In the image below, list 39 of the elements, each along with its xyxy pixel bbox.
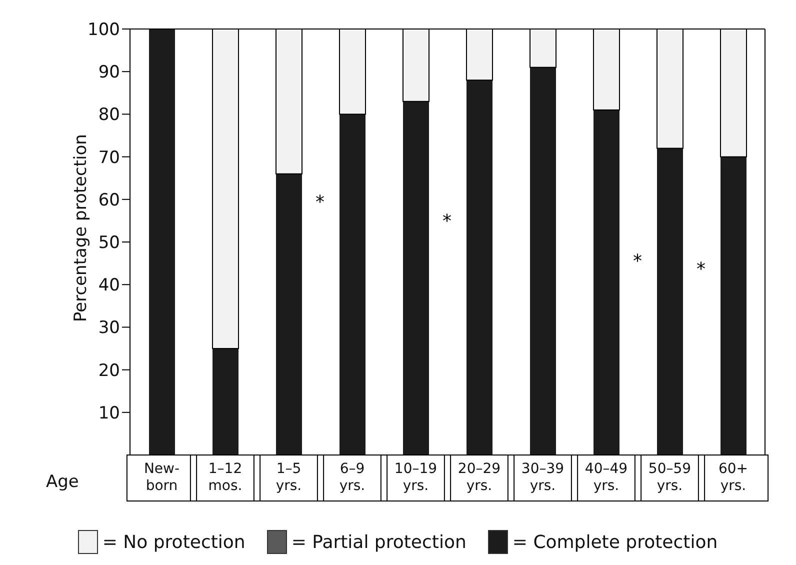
legend-label: = Complete protection xyxy=(511,530,718,554)
y-axis-title: Percentage protection xyxy=(71,134,92,322)
bar xyxy=(403,101,429,455)
bar xyxy=(149,29,175,455)
y-tick-label: 90 xyxy=(98,62,120,83)
legend-label: = No protection xyxy=(101,530,246,554)
x-tick-label: 10–19 yrs. xyxy=(394,461,438,494)
annotation: * xyxy=(696,259,706,280)
bar xyxy=(212,348,238,455)
bar xyxy=(657,148,683,455)
y-tick-label: 50 xyxy=(98,233,120,254)
bar xyxy=(340,114,366,455)
x-tick-label: 60+ yrs. xyxy=(718,461,748,494)
y-tick-label: 80 xyxy=(98,105,120,126)
annotation: * xyxy=(632,251,643,272)
x-tick-label: New- born xyxy=(144,461,180,494)
y-tick-label: 10 xyxy=(98,403,120,424)
legend-label: = Partial protection xyxy=(290,530,466,554)
x-tick-label: 40–49 yrs. xyxy=(584,461,628,494)
bar xyxy=(720,156,746,455)
x-tick-label: 6–9 yrs. xyxy=(339,461,366,494)
bar xyxy=(276,174,302,455)
bar xyxy=(466,80,492,455)
x-axis-title: Age xyxy=(46,472,79,492)
x-tick-label: 30–39 yrs. xyxy=(521,461,564,494)
x-tick-label: 20–29 yrs. xyxy=(458,461,501,494)
y-tick-label: 70 xyxy=(98,148,120,168)
y-tick-label: 60 xyxy=(98,190,120,210)
bar xyxy=(530,67,556,455)
annotation: * xyxy=(314,192,326,213)
x-tick-label: 1–5 yrs. xyxy=(276,461,302,494)
annotation: * xyxy=(442,211,452,232)
x-tick-label: 1–12 mos. xyxy=(208,461,242,494)
y-tick-label: 30 xyxy=(98,318,120,338)
bar xyxy=(594,110,620,455)
y-tick-label: 20 xyxy=(98,360,120,381)
y-tick-label: 100 xyxy=(88,20,120,40)
y-tick-label: 40 xyxy=(98,276,120,296)
x-tick-label: 50–59 yrs. xyxy=(648,461,692,494)
